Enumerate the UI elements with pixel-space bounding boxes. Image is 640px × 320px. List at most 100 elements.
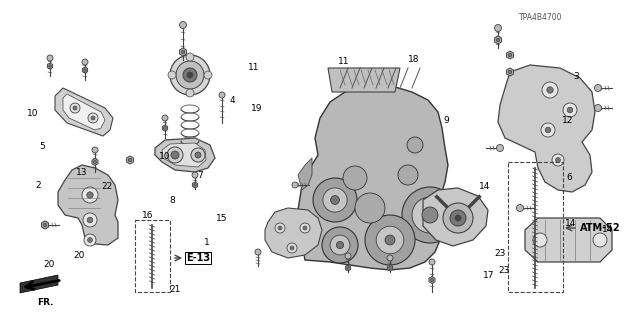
Text: 14: 14 [564,219,576,228]
Polygon shape [506,68,513,76]
Text: 4: 4 [229,96,235,105]
Circle shape [593,233,607,247]
Circle shape [88,113,98,123]
Polygon shape [495,36,502,44]
Circle shape [187,72,193,78]
Circle shape [429,259,435,265]
Circle shape [83,213,97,227]
Circle shape [450,210,466,226]
Circle shape [303,226,307,230]
Circle shape [422,207,438,223]
Text: 7: 7 [197,171,203,180]
Circle shape [92,147,98,153]
Circle shape [595,105,602,111]
Circle shape [162,115,168,121]
Circle shape [496,38,500,42]
Polygon shape [506,51,513,59]
Polygon shape [265,208,322,258]
Text: 23: 23 [494,249,506,258]
Circle shape [331,196,339,204]
Polygon shape [155,138,215,172]
Circle shape [292,182,298,188]
Circle shape [495,25,502,31]
Polygon shape [423,188,488,246]
Text: 17: 17 [483,271,495,280]
Text: 20: 20 [44,260,55,269]
Circle shape [219,92,225,98]
Text: 23: 23 [498,266,509,275]
Circle shape [70,103,80,113]
Circle shape [443,203,473,233]
Text: 11: 11 [248,63,260,72]
Circle shape [497,145,504,151]
Text: ATM-52: ATM-52 [580,223,621,233]
Circle shape [167,147,183,163]
Polygon shape [83,67,88,73]
Circle shape [164,127,166,129]
Text: E-13: E-13 [186,253,210,263]
Circle shape [290,246,294,250]
Circle shape [186,53,194,61]
Text: 14: 14 [602,225,613,234]
Circle shape [431,278,433,282]
Polygon shape [162,143,206,167]
Text: 15: 15 [216,214,228,223]
Text: 2: 2 [35,181,41,190]
Circle shape [343,166,367,190]
Circle shape [287,243,297,253]
Circle shape [73,106,77,110]
Circle shape [563,103,577,117]
Circle shape [387,255,393,261]
Polygon shape [498,65,595,192]
Circle shape [91,116,95,120]
Circle shape [278,226,282,230]
Text: 18: 18 [408,55,420,64]
Text: 21: 21 [170,285,181,294]
Circle shape [388,267,391,269]
Circle shape [556,158,561,163]
Circle shape [87,217,93,223]
Polygon shape [127,156,134,164]
Circle shape [186,89,194,97]
Polygon shape [58,165,118,245]
Circle shape [204,71,212,79]
Circle shape [192,172,198,178]
Circle shape [49,65,51,67]
Text: 3: 3 [573,72,579,81]
Circle shape [255,249,261,255]
Polygon shape [525,218,612,262]
Polygon shape [298,85,448,270]
Circle shape [171,151,179,159]
Polygon shape [63,94,105,130]
Text: 6: 6 [566,173,572,182]
Text: 22: 22 [101,182,113,191]
Circle shape [547,87,553,93]
Polygon shape [92,158,98,165]
Circle shape [47,55,53,61]
Circle shape [455,215,461,221]
Polygon shape [328,68,400,92]
Circle shape [355,193,385,223]
Polygon shape [193,182,198,188]
Text: TPA4B4700: TPA4B4700 [519,13,563,22]
Text: 12: 12 [562,116,573,124]
Circle shape [595,84,602,92]
Circle shape [516,204,524,212]
Bar [508,162,563,292]
Circle shape [508,53,512,57]
Circle shape [42,221,49,228]
Circle shape [508,70,512,74]
Circle shape [176,61,204,89]
Polygon shape [180,48,186,56]
Polygon shape [429,276,435,284]
Circle shape [128,158,132,162]
Polygon shape [346,265,351,271]
Polygon shape [55,88,113,136]
Circle shape [313,178,357,222]
Circle shape [84,69,86,71]
Circle shape [412,197,448,233]
Text: 11: 11 [338,57,349,66]
Circle shape [183,68,197,82]
Text: 10: 10 [159,152,170,161]
Text: 14: 14 [479,182,490,191]
